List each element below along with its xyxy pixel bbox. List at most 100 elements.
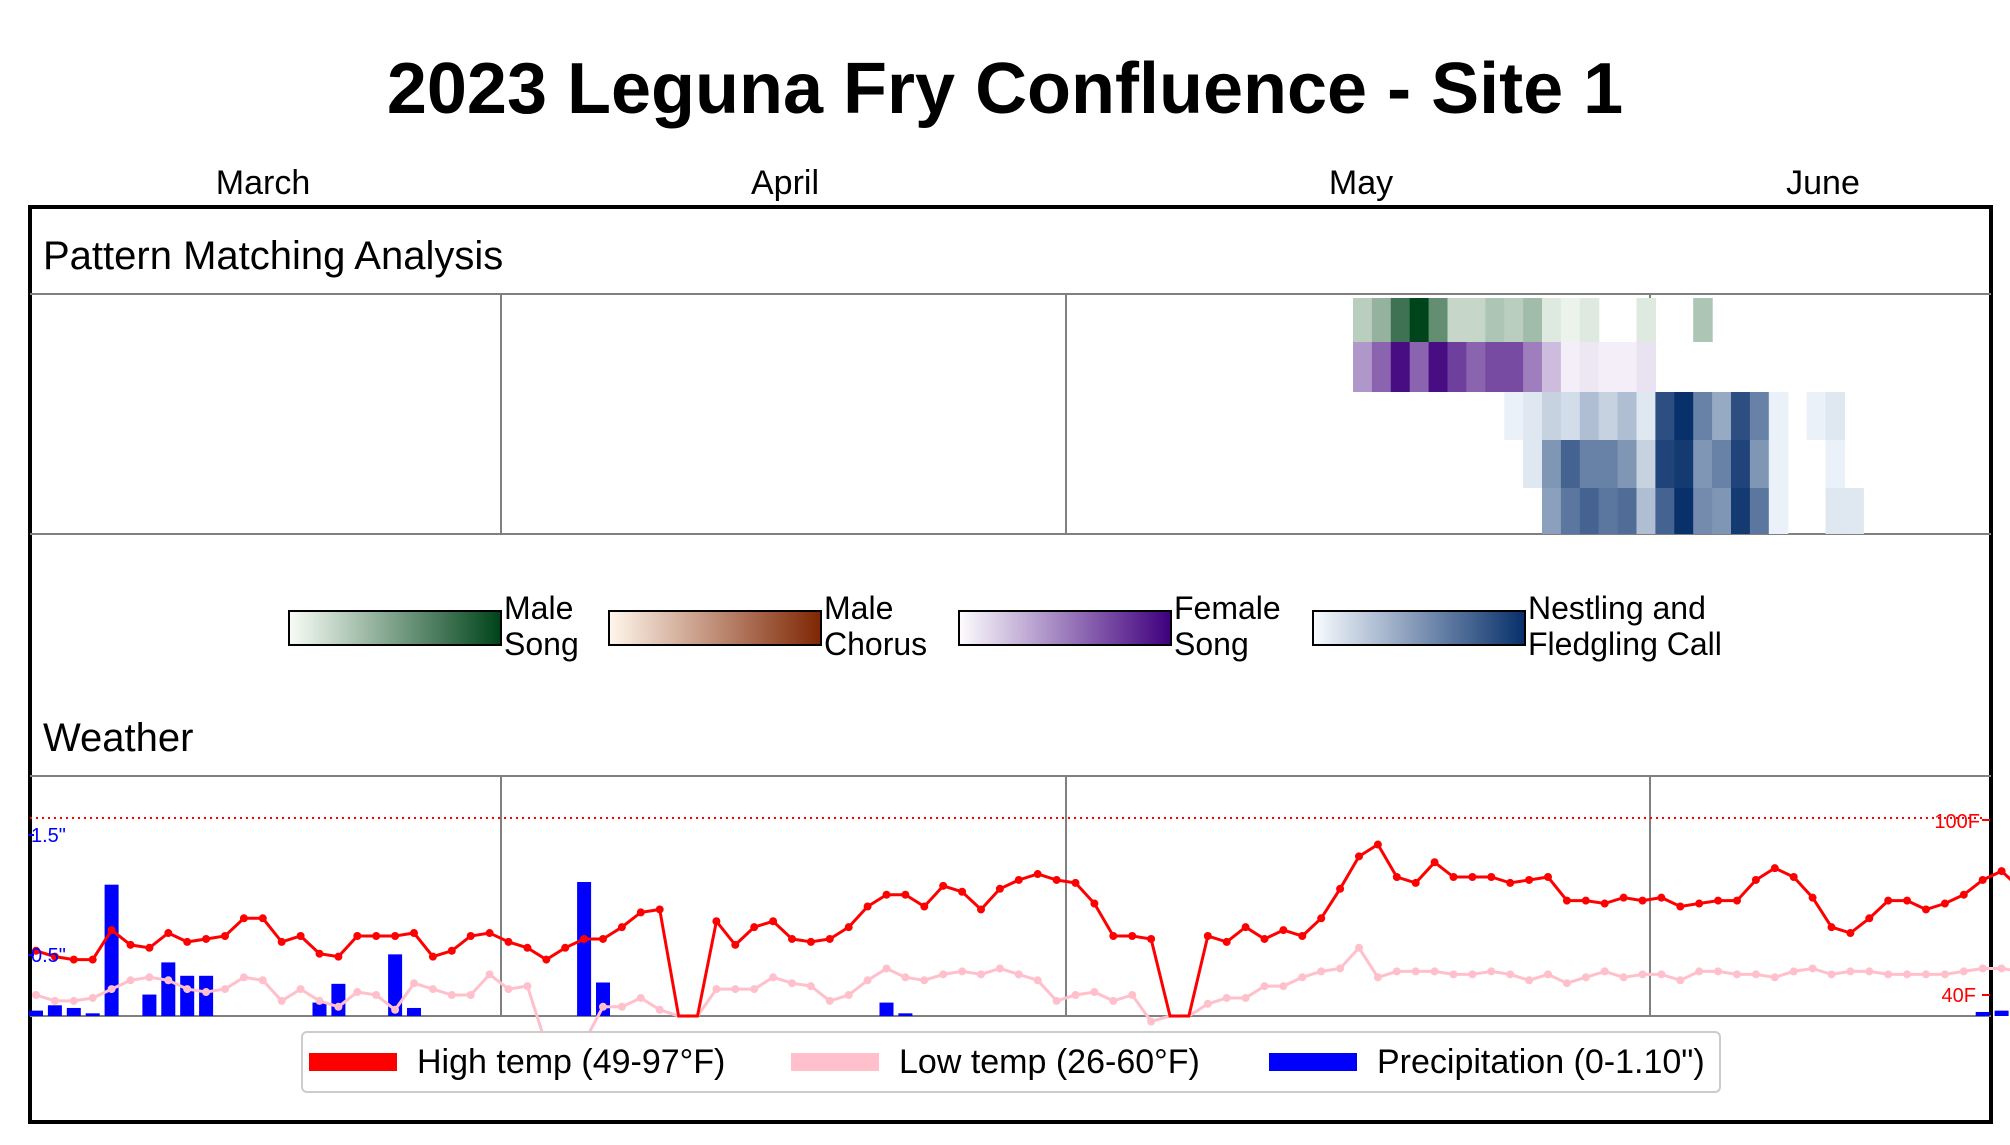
- precip-bar: [104, 884, 119, 1016]
- low-temp-point: [1203, 999, 1212, 1008]
- low-temp-point: [202, 988, 211, 997]
- high-temp-point: [731, 940, 740, 949]
- heatmap-cell-nestling-call: [1636, 440, 1656, 488]
- low-temp-point: [1978, 964, 1987, 973]
- high-temp-point: [1959, 890, 1968, 899]
- high-temp-point: [353, 932, 362, 940]
- high-temp-point: [258, 914, 267, 923]
- precip-bar: [47, 1005, 62, 1016]
- heatmap-cell-nestling-call: [1768, 392, 1789, 440]
- colorbar-male-song: [288, 610, 502, 646]
- high-temp-point: [1733, 896, 1741, 905]
- low-temp-point: [1733, 970, 1741, 979]
- precip-bar: [596, 982, 610, 1016]
- low-temp-point: [1525, 976, 1534, 985]
- section-title-pattern: Pattern Matching Analysis: [43, 234, 504, 278]
- high-temp-point: [1128, 932, 1137, 940]
- low-temp-point: [1392, 967, 1401, 976]
- low-temp-point: [69, 996, 78, 1005]
- low-temp-point: [1600, 967, 1609, 976]
- heatmap-cell-nestling-call: [1768, 440, 1789, 488]
- heatmap-cell-female-song: [1409, 342, 1430, 392]
- high-temp-point: [126, 940, 135, 949]
- high-temp-point: [1525, 875, 1534, 884]
- heatmap-cell-nestling-call: [1579, 440, 1600, 488]
- precip-tick-top-label: 1.5": [31, 825, 66, 847]
- low-temp-point: [1109, 996, 1118, 1005]
- heatmap-cell-nestling-call: [1655, 440, 1675, 488]
- colorbar-label-male-chorus: Male Chorus: [824, 590, 928, 662]
- heatmap: [1353, 298, 1864, 534]
- legend-swatch-low-temp: [791, 1053, 879, 1071]
- high-temp-point: [1581, 896, 1590, 905]
- colorbar-label-female-song: Female Song: [1174, 590, 1281, 662]
- low-temp-point: [863, 976, 872, 985]
- heatmap-cell-nestling-call: [1598, 440, 1619, 488]
- heatmap-cell-nestling-call: [1731, 440, 1751, 488]
- legend-swatch-precipitation: [1269, 1053, 1357, 1071]
- precip-bar: [577, 882, 592, 1016]
- low-temp-point: [920, 976, 929, 985]
- high-temp-point: [1147, 934, 1156, 943]
- legend-swatch-high-temp: [309, 1053, 397, 1071]
- high-temp-point: [1903, 896, 1912, 905]
- low-temp-point: [1657, 970, 1666, 979]
- low-temp-point: [1846, 967, 1855, 976]
- high-temp-point: [655, 905, 664, 914]
- high-temp-point: [1751, 875, 1760, 884]
- high-temp-point: [1014, 875, 1023, 884]
- low-temp-point: [1638, 970, 1647, 979]
- heatmap-cell-nestling-call: [1579, 488, 1600, 534]
- precip-bar: [312, 1002, 327, 1016]
- low-temp-point: [769, 973, 778, 982]
- low-temp-point: [1922, 970, 1930, 979]
- heatmap-cell-nestling-call: [1712, 392, 1732, 440]
- high-temp-point: [145, 943, 154, 952]
- legend-item-precipitation: Precipitation (0-1.10"): [1269, 1033, 1705, 1091]
- heatmap-cell-female-song: [1636, 342, 1656, 392]
- precip-bar: [161, 962, 176, 1016]
- low-temp-point: [1544, 970, 1552, 979]
- high-temp-point: [372, 932, 381, 940]
- low-temp-point: [1695, 967, 1704, 976]
- high-temp-point: [1789, 873, 1798, 881]
- high-temp-point: [1600, 899, 1609, 908]
- low-temp-points: [32, 943, 2006, 1050]
- heatmap-cell-nestling-call: [1617, 488, 1638, 534]
- heatmap-cell-nestling-call: [1712, 488, 1732, 534]
- colorbar-female-song: [958, 610, 1172, 646]
- low-temp-point: [844, 991, 853, 999]
- low-temp-point: [32, 991, 40, 999]
- high-temp-point: [939, 881, 948, 890]
- low-temp-point: [1865, 967, 1874, 976]
- high-temp-point: [88, 955, 97, 964]
- high-temp-point: [958, 887, 967, 896]
- low-temp-point: [1449, 970, 1458, 979]
- high-temp-point: [1090, 899, 1099, 908]
- heatmap-cell-male-song: [1636, 298, 1656, 342]
- high-temp-point: [239, 914, 248, 923]
- low-temp-point: [995, 964, 1004, 973]
- high-temp-point: [1373, 840, 1382, 849]
- high-temp-point: [334, 952, 343, 961]
- heatmap-cell-nestling-call: [1655, 392, 1675, 440]
- heatmap-cell-nestling-call: [1655, 488, 1675, 534]
- high-temp-point: [580, 934, 589, 943]
- low-temp-point: [50, 996, 59, 1005]
- low-temp-point: [258, 976, 267, 985]
- low-temp-point: [88, 993, 97, 1002]
- precip-bar: [66, 1007, 81, 1016]
- high-temp-point: [599, 934, 607, 943]
- heatmap-cell-male-song: [1542, 298, 1562, 342]
- high-temp-point: [920, 902, 929, 911]
- precip-bar: [1994, 1010, 2009, 1016]
- heatmap-cell-nestling-call: [1636, 392, 1656, 440]
- high-temp-point: [561, 943, 570, 952]
- high-temp-point: [788, 934, 796, 943]
- high-temp-point: [1222, 937, 1231, 946]
- high-temp-point: [69, 955, 78, 964]
- heatmap-cell-male-song: [1466, 298, 1486, 342]
- low-temp-point: [410, 979, 418, 988]
- low-temp-point: [1581, 973, 1590, 982]
- low-temp-point: [1827, 970, 1836, 979]
